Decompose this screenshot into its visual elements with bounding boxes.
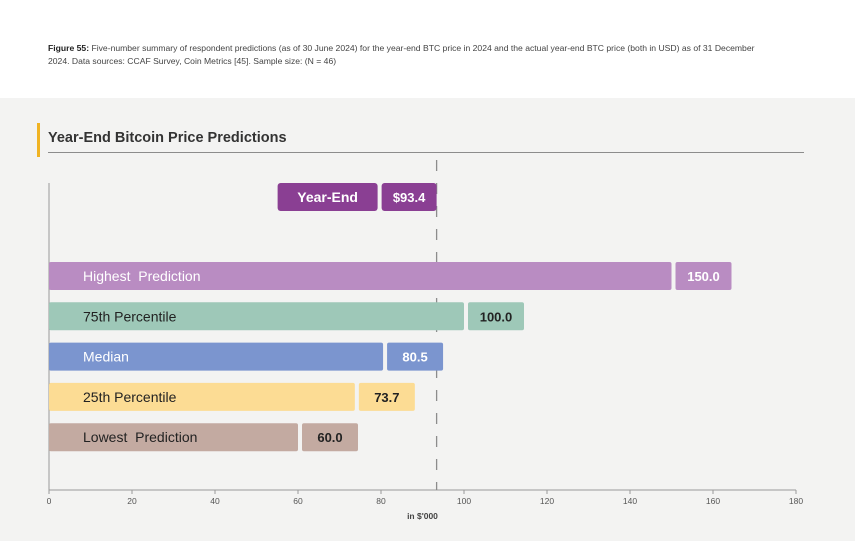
- bar-value-label: 150.0: [687, 269, 720, 284]
- bar-lowest-prediction: [49, 423, 298, 452]
- title-accent: [37, 123, 40, 157]
- bar-value-pill: [302, 423, 358, 452]
- bar-label: 25th Percentile: [83, 389, 177, 405]
- bar-value-pill: [468, 302, 524, 331]
- year-end-marker: $93.4 Year-End: [277, 183, 437, 211]
- bar-highest-prediction: [49, 262, 672, 290]
- caption-label: Figure 55:: [48, 43, 90, 53]
- bar-label: Highest Prediction: [83, 268, 201, 284]
- x-tick-label: 80: [376, 496, 386, 506]
- bars: Highest Prediction 150.0 75th Percentile 10…: [49, 262, 732, 452]
- x-tick-label: 160: [706, 496, 720, 506]
- bar-value-pill: [675, 262, 732, 290]
- x-tick-label: 180: [789, 496, 803, 506]
- x-axis-ticks: 0 20 40 60 80 100 120 140 160 180: [47, 490, 803, 506]
- bar-value-label: 60.0: [317, 430, 342, 445]
- bar-value-label: 73.7: [374, 390, 399, 405]
- x-tick-label: 140: [623, 496, 637, 506]
- year-end-label: Year-End: [297, 189, 358, 205]
- x-tick-label: 60: [293, 496, 303, 506]
- chart-title: Year-End Bitcoin Price Predictions: [48, 130, 287, 146]
- bar-value-label: 100.0: [480, 309, 513, 324]
- x-tick-label: 100: [457, 496, 471, 506]
- bar-label: Median: [83, 349, 129, 365]
- bar-75th-percentile: [49, 302, 464, 331]
- year-end-label-pill: [277, 183, 378, 211]
- figure-caption: Figure 55: Five-number summary of respon…: [48, 42, 768, 68]
- caption-text: Five-number summary of respondent predic…: [48, 43, 755, 66]
- bar-value-pill: [358, 382, 415, 411]
- bar-value-pill: [387, 342, 444, 371]
- year-end-value: $93.4: [393, 190, 426, 205]
- x-tick-label: 0: [47, 496, 52, 506]
- x-tick-label: 20: [127, 496, 137, 506]
- x-axis-label: in $'000: [407, 511, 438, 521]
- bar-25th-percentile: [49, 382, 355, 411]
- x-tick-label: 120: [540, 496, 554, 506]
- title-rule: [48, 152, 804, 153]
- bar-median: [49, 342, 384, 371]
- bar-label: 75th Percentile: [83, 308, 177, 324]
- bar-value-label: 80.5: [402, 350, 427, 365]
- bar-label: Lowest Prediction: [83, 429, 197, 445]
- x-tick-label: 40: [210, 496, 220, 506]
- year-end-value-pill: [381, 183, 437, 211]
